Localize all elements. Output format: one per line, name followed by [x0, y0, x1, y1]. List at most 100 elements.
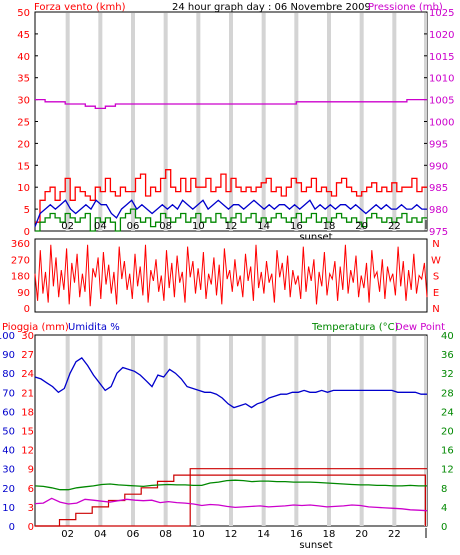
x-axis-tick-label: 10	[192, 221, 205, 232]
humidity-axis-tick: 20	[2, 484, 15, 495]
panel1-hour-band	[327, 13, 331, 231]
x-axis-tick-label: 12	[225, 221, 238, 232]
wind-axis-tick: 30	[17, 96, 30, 107]
panel3-hour-band	[327, 336, 331, 526]
panel3-hour-band	[163, 336, 168, 526]
panel1-hour-band	[65, 13, 70, 231]
panel3-hour-band	[229, 336, 233, 526]
pressure-axis-tick: 980	[429, 205, 448, 216]
pressure-axis-title: Pressione (mb)	[368, 2, 443, 13]
humidity-axis-tick: 40	[2, 446, 15, 457]
rain-axis-tick: 27	[21, 350, 34, 361]
direction-axis-tick: 360	[11, 239, 30, 250]
temperature-axis-tick: 12	[441, 465, 454, 476]
direction-axis-tick: 180	[11, 272, 30, 283]
panel3-hour-band	[131, 336, 135, 526]
x-axis-tick-label: 08	[159, 529, 172, 540]
rain-axis-tick: 6	[28, 484, 34, 495]
wind-axis-tick: 0	[24, 227, 30, 238]
x-axis-tick-label: 06	[127, 221, 140, 232]
wind-average-line	[34, 199, 427, 227]
x-axis-tick-label: 20	[355, 529, 368, 540]
rain-axis-tick: 0	[28, 522, 34, 533]
panel1-hour-band	[294, 13, 299, 231]
rain-rate-line	[35, 474, 426, 527]
pressure-axis-tick: 975	[429, 227, 448, 238]
panel2-frame	[34, 238, 428, 313]
temperature-axis-tick: 20	[441, 427, 454, 438]
panel1-hour-band	[359, 13, 364, 231]
x-axis-tick-label: 14	[257, 529, 270, 540]
humidity-axis-tick: 0	[9, 522, 15, 533]
x-axis-tick-label: 18	[323, 221, 336, 232]
x-axis-tick-label: 22	[388, 221, 401, 232]
pressure-axis-tick: 1025	[429, 8, 454, 19]
x-axis-tick-label: 12	[225, 529, 238, 540]
compass-label: N	[432, 304, 439, 315]
humidity-axis-tick: 90	[2, 350, 15, 361]
panel3-hour-band	[359, 336, 364, 526]
humidity-axis-tick: 70	[2, 388, 15, 399]
wind-axis-tick: 15	[17, 161, 30, 172]
temperature-axis-tick: 28	[441, 388, 454, 399]
wind-axis-tick: 35	[17, 74, 30, 85]
temperature-axis-tick: 0	[441, 522, 447, 533]
panel1-hour-band	[261, 13, 266, 231]
wind-axis-tick: 50	[17, 8, 30, 19]
rain-total-line	[35, 468, 427, 527]
rain-axis-tick: 15	[21, 427, 34, 438]
temperature-line	[34, 479, 427, 491]
x-axis-tick-label: 16	[290, 529, 303, 540]
panel3-hour-band	[196, 336, 201, 526]
pressure-axis-tick: 1020	[429, 30, 454, 41]
rain-axis-tick: 3	[28, 503, 34, 514]
temperature-axis-tick: 8	[441, 484, 447, 495]
direction-axis-tick: 270	[11, 255, 30, 266]
panel1-hour-band	[131, 13, 135, 231]
rain-axis-tick: 24	[21, 369, 34, 380]
wind-gust-line	[35, 169, 427, 223]
direction-axis-tick: 0	[24, 304, 30, 315]
panel1-hour-band	[163, 13, 168, 231]
pressure-axis-tick: 985	[429, 183, 448, 194]
wind-axis-tick: 10	[17, 183, 30, 194]
pressure-line	[35, 98, 427, 110]
panel3-hour-band	[98, 336, 103, 526]
rain-axis-tick: 18	[21, 407, 34, 418]
compass-label: N	[432, 239, 439, 250]
x-axis-tick-label: 22	[388, 529, 401, 540]
humidity-axis-tick: 100	[0, 331, 15, 342]
x-axis-tick-label: 20	[355, 221, 368, 232]
x-axis-tick-label: 04	[94, 221, 107, 232]
temperature-axis-tick: 16	[441, 446, 454, 457]
x-axis-tick-label: 16	[290, 221, 303, 232]
compass-label: W	[431, 255, 441, 266]
panel3-hour-band	[294, 336, 299, 526]
panel1-hour-band	[196, 13, 201, 231]
wind-axis-tick: 40	[17, 52, 30, 63]
rain-axis-tick: 12	[21, 446, 34, 457]
pressure-axis-tick: 990	[429, 161, 448, 172]
wind-axis-tick: 25	[17, 118, 30, 129]
humidity-axis-tick: 30	[2, 465, 15, 476]
panel1-hour-band	[98, 13, 103, 231]
humidity-axis-tick: 50	[2, 427, 15, 438]
humidity-line	[34, 357, 427, 409]
sunset-label: sunset	[299, 540, 332, 551]
wind-axis-title: Forza vento (kmh)	[34, 2, 126, 13]
panel3-hour-band	[392, 336, 397, 526]
x-axis-tick-label: 04	[94, 529, 107, 540]
temperature-axis-tick: 4	[441, 503, 447, 514]
temperature-axis-tick: 24	[441, 407, 454, 418]
wind-axis-tick: 45	[17, 30, 30, 41]
dewpoint-line	[34, 497, 428, 512]
humidity-axis-tick: 60	[2, 407, 15, 418]
x-axis-tick-label: 06	[127, 529, 140, 540]
rain-axis-title: Pioggia (mm)	[2, 322, 69, 333]
temperature-axis-tick: 36	[441, 350, 454, 361]
x-axis-tick-label: 02	[61, 221, 74, 232]
